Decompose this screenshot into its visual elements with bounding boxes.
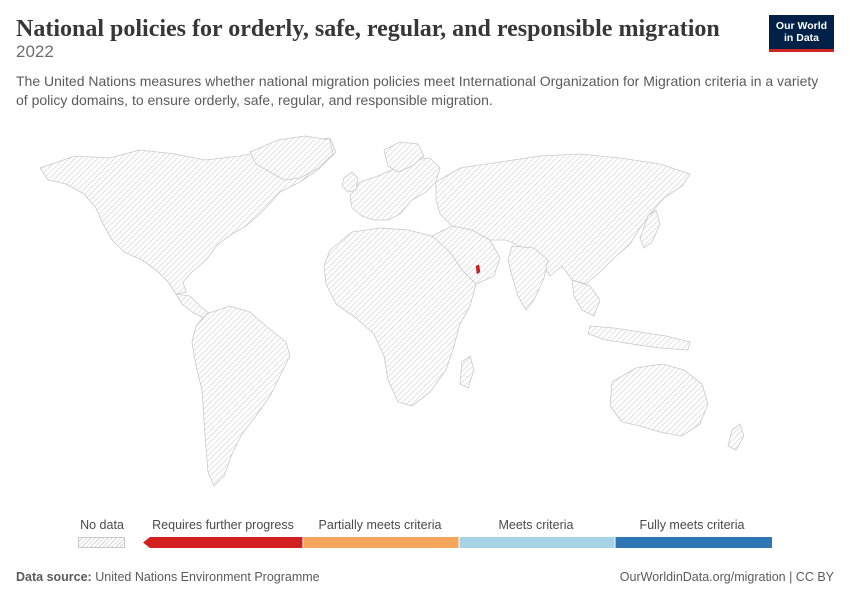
united-kingdom — [341, 171, 359, 193]
owid-logo[interactable]: Our World in Data — [769, 15, 834, 52]
legend-label-partially-meets: Partially meets criteria — [318, 518, 442, 532]
data-source-label: Data source: — [16, 570, 92, 584]
logo-line-2: in Data — [783, 32, 819, 44]
map-legend: No data Requires further progress Partia… — [0, 510, 850, 555]
legend-label-requires-further-progress: Requires further progress — [152, 518, 294, 532]
legend-bin-requires-further-progress — [143, 537, 303, 548]
south-america — [191, 305, 291, 487]
data-source-value[interactable]: United Nations Environment Programme — [95, 570, 320, 584]
chart-title: National policies for orderly, safe, reg… — [16, 16, 720, 42]
asia — [435, 153, 691, 285]
year-label: 2022 — [16, 42, 54, 61]
india — [507, 245, 549, 311]
north-america — [39, 137, 337, 295]
chart-description: The United Nations measures whether nati… — [16, 73, 819, 108]
world-map[interactable] — [0, 120, 850, 510]
data-source: Data source: United Nations Environment … — [16, 570, 320, 584]
world-map-svg[interactable] — [0, 120, 850, 510]
legend-bin-partially-meets — [303, 537, 459, 548]
greenland — [249, 135, 334, 181]
logo-accent-bar — [769, 49, 834, 52]
europe — [349, 157, 441, 221]
logo-line-1: Our World — [775, 20, 828, 32]
southeast-asia — [571, 279, 601, 317]
legend-bin-meets — [459, 537, 615, 548]
scandinavia — [383, 141, 425, 173]
australia — [609, 363, 709, 437]
legend-label-fully-meets: Fully meets criteria — [639, 518, 745, 532]
legend-label-meets: Meets criteria — [498, 518, 574, 532]
qatar-region — [475, 264, 481, 275]
legend-label-no-data: No data — [80, 518, 124, 532]
central-america — [175, 293, 211, 319]
new-zealand — [727, 423, 745, 451]
legend-bin-fully-meets — [615, 537, 772, 548]
legend-swatch-no-data — [78, 537, 125, 548]
madagascar — [459, 355, 475, 389]
japan — [639, 209, 661, 249]
footer-url[interactable]: OurWorldinData.org/migration | CC BY — [619, 570, 834, 584]
africa — [323, 227, 477, 407]
indonesia — [587, 325, 691, 351]
legend-color-bar — [143, 537, 772, 548]
